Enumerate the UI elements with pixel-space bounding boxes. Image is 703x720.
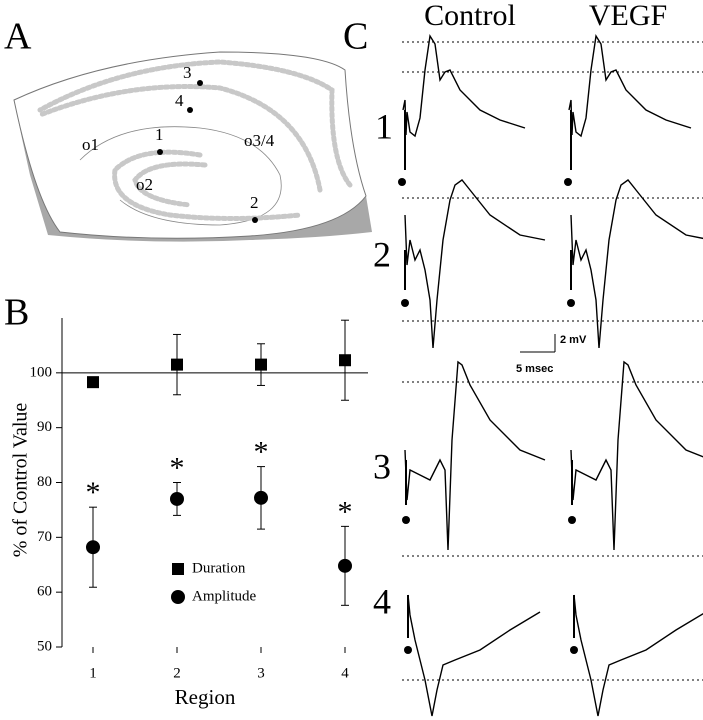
marker (339, 354, 351, 367)
marker (254, 490, 268, 505)
chart: 50 60 70 80 90 100 1 2 3 4 * * * * Duration Amplitude (30, 318, 368, 681)
row-label: 4 (373, 581, 391, 621)
panel-label: B (4, 292, 29, 334)
y-tick-label: 70 (37, 529, 52, 545)
region-label: o3/4 (244, 131, 275, 150)
marker (255, 358, 267, 371)
hippocampus-diagram (13, 51, 372, 242)
panel-label: A (4, 16, 32, 58)
vegf-traces (563, 35, 703, 717)
condition-label: VEGF (589, 0, 667, 32)
row-label: 1 (375, 106, 393, 146)
panel-label: C (343, 16, 368, 58)
marker (86, 540, 100, 555)
significance-mark: * (170, 451, 185, 484)
legend-marker (172, 563, 184, 575)
region-label: o2 (136, 175, 153, 194)
legend-label: Amplitude (192, 588, 257, 604)
reference-lines (402, 41, 703, 681)
x-tick-label: 1 (89, 665, 97, 681)
scale-bar (520, 334, 556, 353)
x-tick-label: 2 (173, 665, 181, 681)
y-tick-label: 100 (30, 364, 53, 380)
row-label: 3 (373, 446, 391, 486)
site-label: 2 (250, 193, 259, 212)
significance-mark: * (86, 476, 101, 509)
y-tick-label: 60 (37, 584, 52, 600)
marker (171, 358, 183, 371)
region-label: o1 (82, 135, 99, 154)
x-axis-label: Region (175, 685, 236, 709)
marker (338, 558, 352, 573)
y-tick-label: 80 (37, 474, 52, 490)
marker (170, 491, 184, 506)
y-axis-label: % of Control Value (10, 403, 32, 558)
y-tick-label: 90 (37, 419, 52, 435)
scale-label: 5 msec (516, 363, 553, 375)
row-label: 2 (373, 234, 391, 274)
x-tick-label: 4 (341, 665, 349, 681)
legend-marker (171, 590, 185, 604)
marker (87, 376, 99, 389)
site-label: 3 (183, 63, 192, 82)
legend-label: Duration (192, 560, 246, 576)
condition-label: Control (424, 0, 516, 32)
significance-mark: * (338, 495, 353, 528)
scale-label: 2 mV (560, 334, 587, 346)
y-tick-label: 50 (37, 638, 52, 654)
site-label: 4 (175, 91, 184, 110)
x-tick-label: 3 (257, 665, 265, 681)
control-traces (398, 34, 546, 717)
site-label: 1 (155, 125, 164, 144)
significance-mark: * (254, 435, 269, 468)
